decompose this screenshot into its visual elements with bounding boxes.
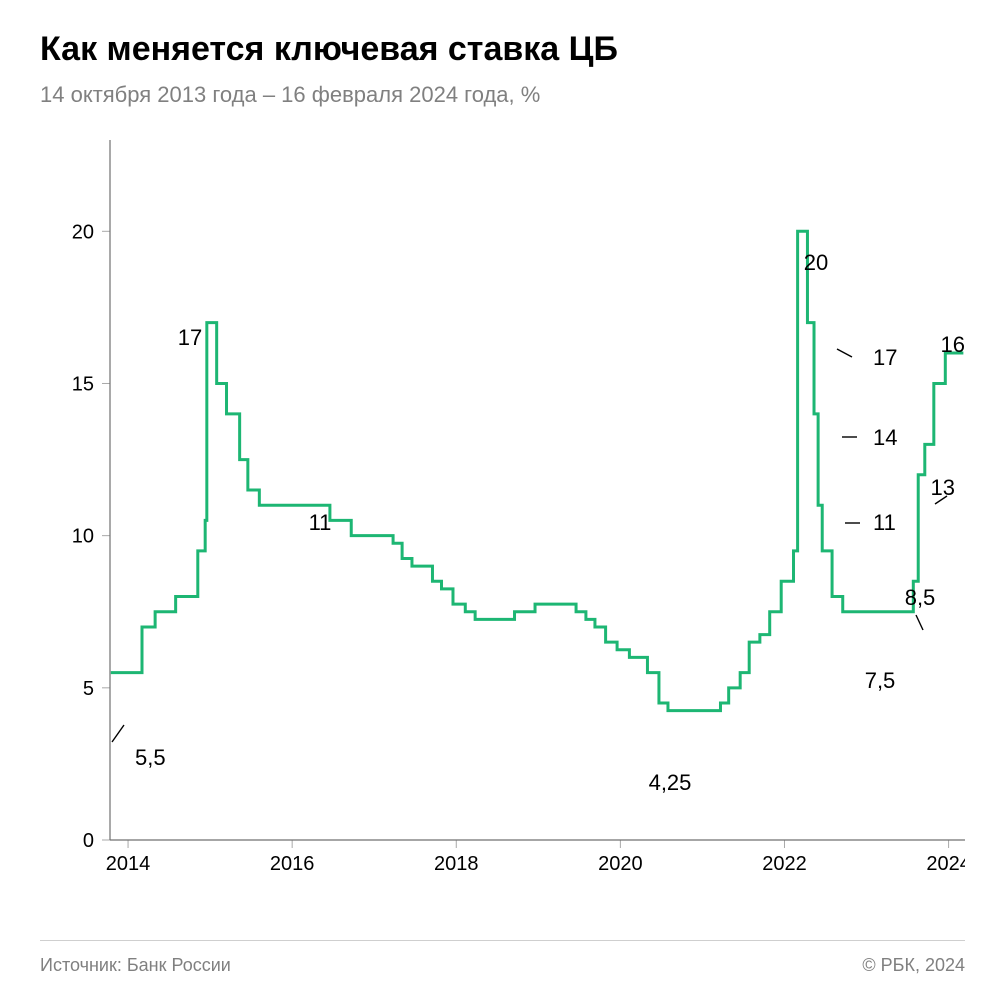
y-tick-label: 10: [72, 526, 94, 548]
annotation-label: 13: [931, 475, 955, 500]
x-tick-label: 2016: [270, 853, 315, 875]
chart-title: Как меняется ключевая ставка ЦБ: [40, 30, 618, 69]
annotation-leader: [837, 349, 852, 357]
annotation-label: 16: [941, 332, 965, 357]
x-tick-label: 2014: [106, 853, 151, 875]
annotation-label: 17: [178, 325, 202, 350]
x-tick-label: 2022: [762, 853, 807, 875]
rate-step-line: [111, 231, 964, 710]
source-label: Источник: Банк России: [40, 955, 231, 976]
footer-divider: [40, 940, 965, 941]
y-tick-label: 20: [72, 221, 94, 243]
annotation-label: 4,25: [649, 770, 692, 795]
annotation-leader: [112, 725, 124, 742]
y-tick-label: 5: [83, 678, 94, 700]
annotation-label: 8,5: [905, 585, 936, 610]
chart-area: 051015202014201620182020202220245,517114…: [40, 130, 965, 900]
annotation-label: 20: [804, 250, 828, 275]
chart-subtitle: 14 октября 2013 года – 16 февраля 2024 г…: [40, 82, 540, 108]
x-tick-label: 2024: [926, 853, 965, 875]
annotation-label: 17: [873, 345, 897, 370]
x-tick-label: 2020: [598, 853, 643, 875]
x-tick-label: 2018: [434, 853, 479, 875]
annotation-label: 14: [873, 425, 897, 450]
annotation-leader: [916, 615, 923, 630]
annotation-label: 7,5: [865, 668, 896, 693]
copyright-label: © РБК, 2024: [862, 955, 965, 976]
annotation-label: 11: [873, 510, 896, 535]
annotation-label: 5,5: [135, 745, 166, 770]
annotation-label: 11: [309, 510, 332, 535]
y-tick-label: 0: [83, 830, 94, 852]
y-tick-label: 15: [72, 373, 94, 395]
